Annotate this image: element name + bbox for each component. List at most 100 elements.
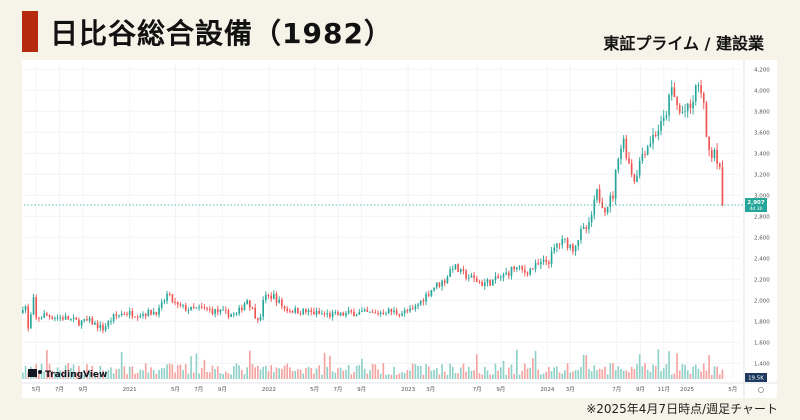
candle-body xyxy=(702,93,705,103)
last-price-countdown: 4d 3h xyxy=(750,206,763,212)
candle-body xyxy=(486,279,489,283)
candle-body xyxy=(184,305,187,311)
settings-gear-icon[interactable] xyxy=(758,387,764,393)
volume-bar xyxy=(62,371,64,379)
y-tick-label: 3,800 xyxy=(754,109,770,115)
candle-body xyxy=(483,282,486,286)
volume-bar xyxy=(120,351,123,379)
y-tick-label: 3,600 xyxy=(754,130,770,136)
candle-body xyxy=(510,266,513,276)
candle-body xyxy=(417,304,419,307)
chart-panel[interactable]: 1,400 1,600 1,800 2,000 2,200 2,400 2,600 2,800… xyxy=(22,60,777,398)
candle-body xyxy=(681,112,684,114)
volume-bar xyxy=(596,370,598,379)
candle-body xyxy=(139,315,142,318)
candle-body xyxy=(147,309,150,317)
candle-body xyxy=(358,311,361,315)
volume-bar xyxy=(248,350,251,379)
candle-body xyxy=(409,308,411,312)
volume-bar xyxy=(446,374,449,379)
candle-body xyxy=(331,312,334,317)
candle-body xyxy=(630,163,633,175)
volume-bar xyxy=(251,364,254,379)
volume-bar xyxy=(123,366,126,379)
volume-bar xyxy=(67,363,70,379)
volume-bar xyxy=(638,354,641,379)
price-chart[interactable]: 1,400 1,600 1,800 2,000 2,200 2,400 2,600 2,800… xyxy=(22,60,777,398)
volume-bar xyxy=(182,369,184,379)
candle-body xyxy=(321,313,323,315)
volume-bar xyxy=(163,368,166,379)
candle-body xyxy=(56,317,59,319)
candle-body xyxy=(518,266,521,268)
volume-bar xyxy=(385,374,387,379)
volume-bar xyxy=(524,363,526,379)
candle-body xyxy=(222,309,224,311)
candle-body xyxy=(46,313,48,316)
tradingview-logo-icon xyxy=(28,369,37,377)
volume-bar xyxy=(200,367,203,379)
volume-bar xyxy=(609,363,612,379)
volume-bar xyxy=(88,371,91,379)
candle-body xyxy=(243,303,246,311)
volume-bar xyxy=(558,372,561,379)
candle-body xyxy=(187,310,190,312)
candle-body xyxy=(254,307,256,319)
candle-body xyxy=(297,308,299,314)
volume-bar xyxy=(513,373,516,379)
candle-body xyxy=(422,300,425,302)
volume-bar xyxy=(580,366,582,379)
volume-bar xyxy=(497,370,499,379)
candle-body xyxy=(38,317,40,319)
volume-bar xyxy=(147,372,150,379)
volume-bar xyxy=(681,364,684,379)
x-tick-label: 9月 xyxy=(79,386,88,393)
candle-body xyxy=(363,309,366,311)
candle-body xyxy=(273,293,275,300)
volume-bar xyxy=(702,363,705,379)
volume-bar xyxy=(289,367,291,379)
candle-body xyxy=(526,272,529,275)
candle-body xyxy=(657,130,660,137)
volume-bar xyxy=(689,373,692,379)
volume-bar xyxy=(529,367,532,379)
volume-bar xyxy=(315,368,318,379)
volume-bar xyxy=(441,364,443,379)
candle-body xyxy=(588,222,590,230)
candle-body xyxy=(385,313,387,315)
candle-body xyxy=(697,85,700,87)
candle-body xyxy=(91,318,94,325)
volume-bar xyxy=(107,369,110,379)
candle-body xyxy=(374,312,377,314)
volume-bar xyxy=(486,370,489,379)
candle-body xyxy=(449,269,451,277)
volume-bar xyxy=(150,367,152,379)
volume-bar xyxy=(155,373,158,379)
volume-bar xyxy=(326,366,329,379)
volume-bar xyxy=(443,371,446,379)
volume-bar xyxy=(283,365,286,379)
volume-bar xyxy=(710,374,713,379)
candle-body xyxy=(713,149,716,158)
volume-bar xyxy=(174,372,176,379)
candle-body xyxy=(617,159,620,171)
volume-bar xyxy=(556,366,558,379)
candle-body xyxy=(230,314,232,317)
volume-bar xyxy=(168,363,171,379)
candle-body xyxy=(126,314,128,316)
candle-body xyxy=(350,310,353,312)
candle-body xyxy=(40,317,43,319)
candle-body xyxy=(497,276,499,279)
candle-body xyxy=(598,189,601,202)
volume-bar xyxy=(425,364,427,379)
volume-bar xyxy=(403,372,406,379)
volume-bar xyxy=(216,366,219,379)
candle-body xyxy=(721,167,724,206)
candle-body xyxy=(326,313,329,315)
candle-body xyxy=(609,195,612,207)
volume-bar xyxy=(414,364,417,379)
candle-body xyxy=(612,195,614,199)
candle-body xyxy=(494,276,497,280)
volume-bar xyxy=(192,372,195,379)
